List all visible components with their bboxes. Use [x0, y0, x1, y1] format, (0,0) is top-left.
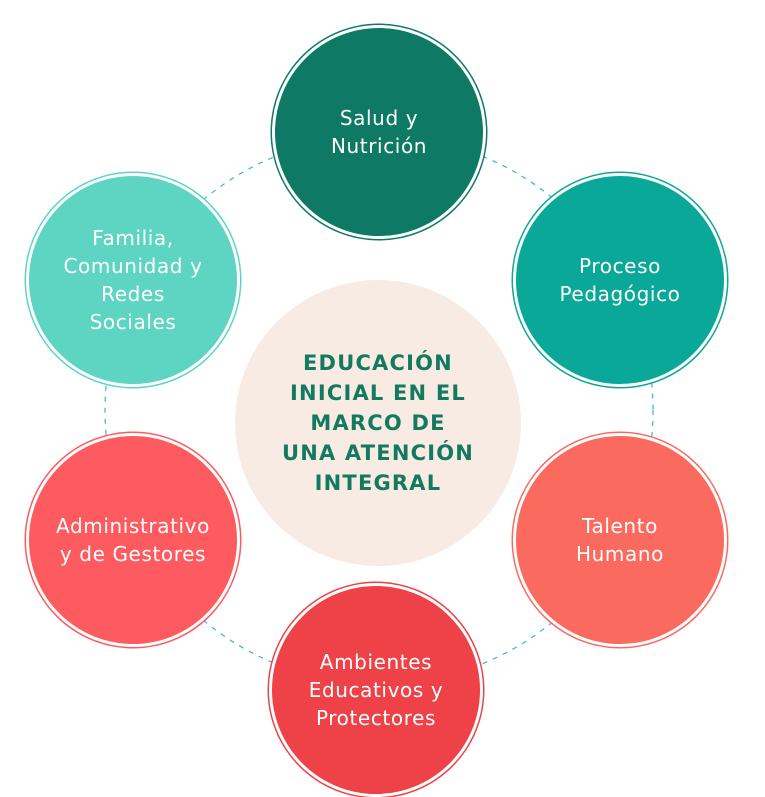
center-node: EDUCACIÓN INICIAL EN EL MARCO DE UNA ATE…	[235, 280, 521, 566]
node-label: Ambientes Educativos y Protectores	[308, 650, 444, 730]
node-proceso-pedagogico: Proceso Pedagógico	[513, 173, 727, 387]
node-label: Familia, Comunidad y Redes Sociales	[63, 226, 203, 334]
center-label: EDUCACIÓN INICIAL EN EL MARCO DE UNA ATE…	[281, 351, 475, 495]
node-ambientes-educativos: Ambientes Educativos y Protectores	[269, 583, 483, 797]
node-familia-comunidad: Familia, Comunidad y Redes Sociales	[26, 173, 240, 387]
node-salud-nutricion: Salud y Nutrición	[272, 25, 486, 239]
node-label: Talento Humano	[576, 514, 664, 566]
node-label: Salud y Nutrición	[330, 106, 428, 158]
node-talento-humano: Talento Humano	[513, 433, 727, 647]
node-administrativo-gestores: Administrativo y de Gestores	[26, 433, 240, 647]
node-label: Administrativo y de Gestores	[56, 514, 210, 566]
node-label: Proceso Pedagógico	[559, 254, 681, 306]
